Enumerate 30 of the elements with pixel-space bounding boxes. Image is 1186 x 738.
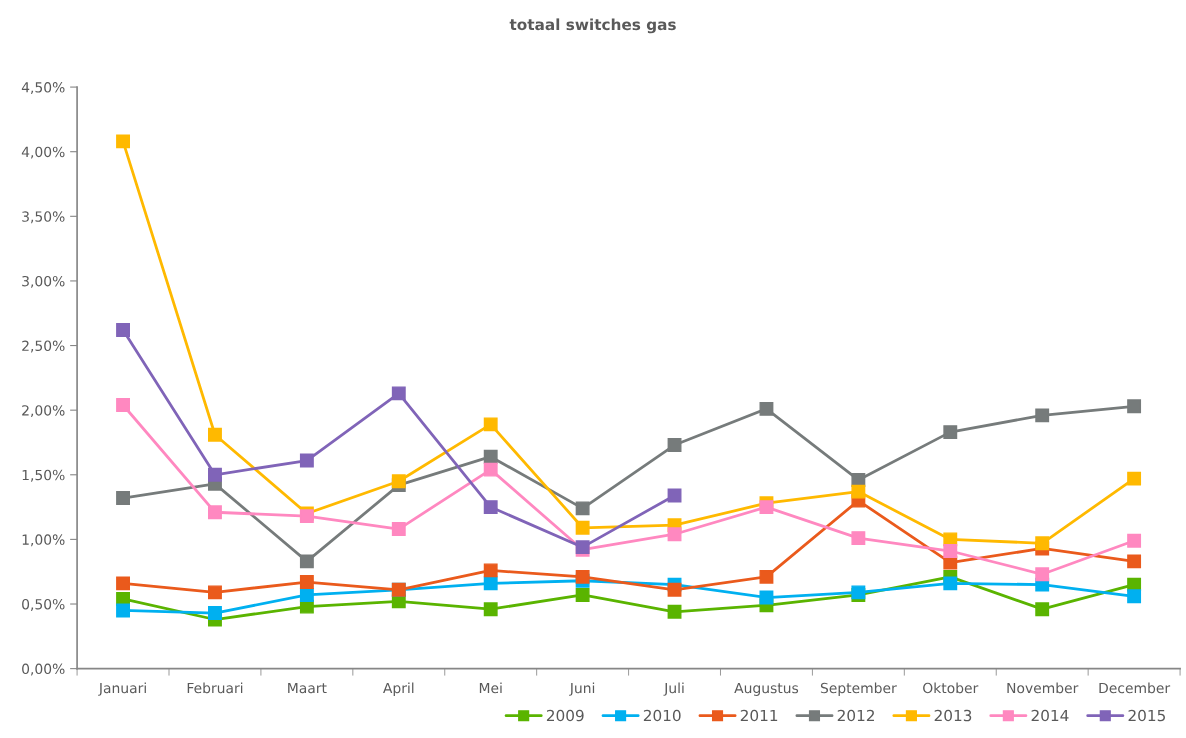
legend-label: 2013	[934, 709, 972, 722]
y-tick-label: 3,50%	[22, 211, 65, 224]
x-tick-label: Oktober	[923, 682, 979, 694]
y-tick-label: 0,50%	[22, 598, 65, 611]
x-tick-label: Januari	[98, 682, 146, 696]
x-tick-label: Juni	[569, 682, 595, 696]
legend-label: 2009	[546, 709, 584, 722]
x-tick-label: Mei	[479, 682, 502, 694]
x-tick-label: Juli	[663, 682, 684, 696]
x-tick-label: Augustus	[734, 682, 799, 696]
legend-label: 2014	[1031, 709, 1069, 722]
y-tick-label: 4,00%	[21, 146, 65, 159]
x-tick-label: April	[383, 682, 414, 696]
x-tick-label: Februari	[187, 682, 243, 694]
y-tick-label: 3,00%	[22, 275, 65, 288]
y-tick-label: 2,50%	[22, 340, 65, 353]
x-tick-label: November	[1007, 682, 1079, 694]
y-tick-label: 2,00%	[22, 405, 65, 418]
chart-title: totaal switches gas	[509, 18, 676, 34]
legend-label: 2011	[740, 709, 778, 722]
legend-label: 2015	[1128, 709, 1165, 722]
x-tick-label: Maart	[288, 682, 327, 694]
legend-label: 2012	[837, 709, 874, 722]
x-tick-label: September	[820, 682, 897, 696]
x-tick-label: December	[1099, 682, 1171, 694]
y-tick-label: 0,00%	[22, 663, 65, 676]
y-tick-label: 1,50%	[22, 469, 65, 482]
y-tick-label: 1,00%	[22, 534, 65, 547]
legend-label: 2010	[643, 709, 681, 722]
y-tick-label: 4,50%	[21, 82, 65, 94]
